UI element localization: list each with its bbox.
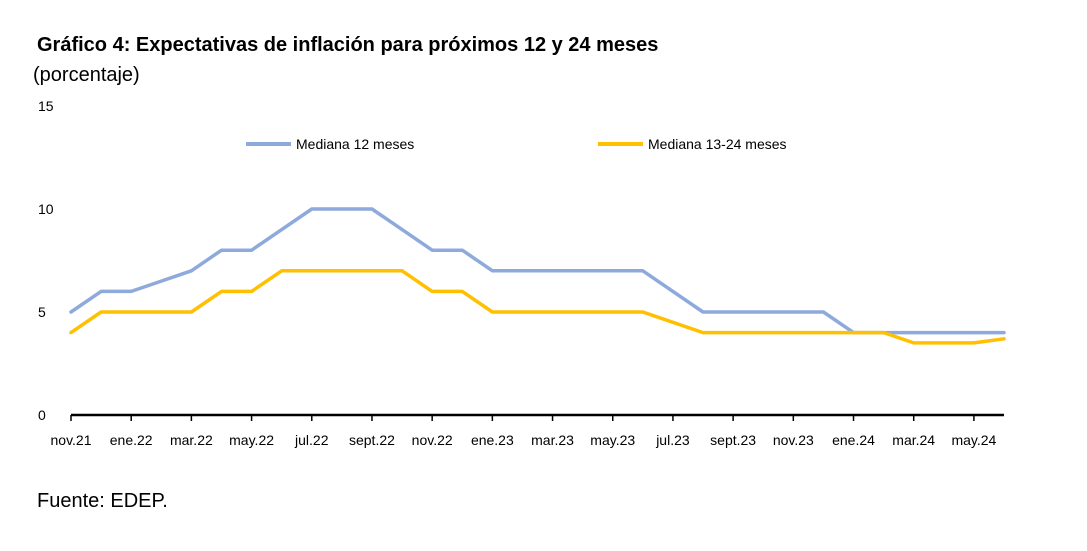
- line-chart: 0 5 10 15 nov.21 ene.22 mar.22 may.22 jul.22 sep…: [38, 98, 1006, 448]
- chart-subtitle: (porcentaje): [33, 64, 140, 86]
- legend-label-1: Mediana 12 meses: [296, 136, 414, 152]
- chart-title: Gráfico 4: Expectativas de inflación par…: [37, 34, 659, 56]
- x-tick-label: ene.22: [110, 432, 153, 448]
- x-tick-label: nov.21: [51, 432, 92, 448]
- y-axis: 0 5 10 15: [38, 98, 54, 423]
- series-layer: [69, 207, 1006, 345]
- series-line-2: [69, 269, 1006, 345]
- x-tick-label: jul.23: [655, 432, 690, 448]
- x-tick-label: jul.22: [294, 432, 329, 448]
- x-tick-label: ene.23: [471, 432, 514, 448]
- y-tick-label: 0: [38, 407, 46, 423]
- y-tick-label: 15: [38, 98, 54, 114]
- chart-source: Fuente: EDEP.: [37, 490, 168, 512]
- x-tick-label: may.24: [951, 432, 996, 448]
- x-tick-label: may.22: [229, 432, 274, 448]
- x-tick-label: sept.22: [349, 432, 395, 448]
- x-tick-label: nov.23: [773, 432, 814, 448]
- y-tick-label: 5: [38, 304, 46, 320]
- x-tick-label: mar.22: [170, 432, 213, 448]
- x-tick-label: mar.24: [892, 432, 935, 448]
- x-tick-label: nov.22: [412, 432, 453, 448]
- x-tick-label: may.23: [590, 432, 635, 448]
- x-axis: nov.21 ene.22 mar.22 may.22 jul.22 sept.22 nov…: [51, 413, 1004, 448]
- x-tick-label: sept.23: [710, 432, 756, 448]
- legend-label-2: Mediana 13-24 meses: [648, 136, 787, 152]
- legend: Mediana 12 meses Mediana 13-24 meses: [246, 136, 787, 152]
- series-line-1: [69, 207, 1006, 335]
- x-tick-label: mar.23: [531, 432, 574, 448]
- x-tick-label: ene.24: [832, 432, 875, 448]
- y-tick-label: 10: [38, 201, 54, 217]
